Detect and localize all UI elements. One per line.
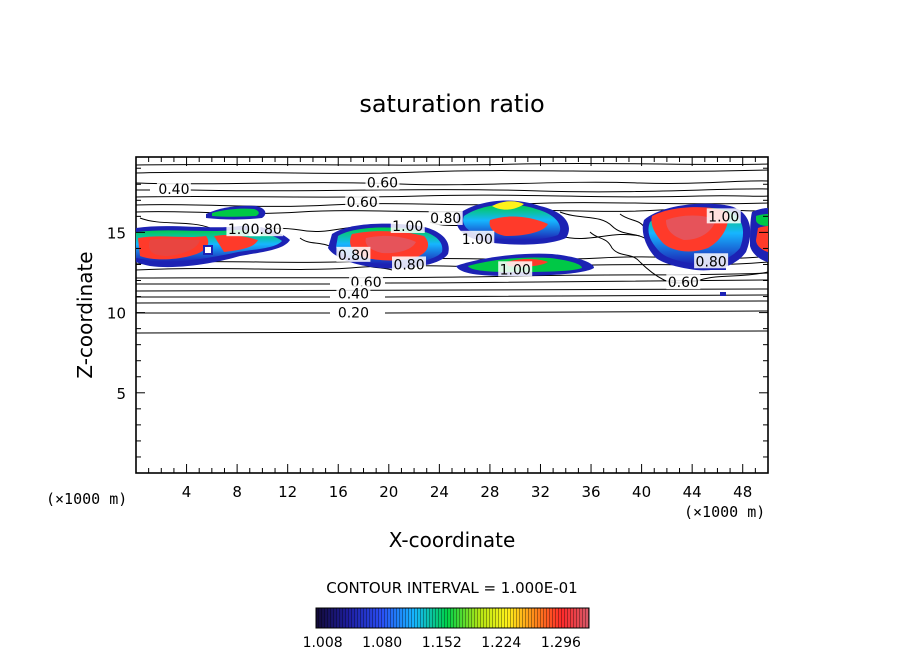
contour-label-bg bbox=[666, 274, 701, 290]
field-mid bbox=[212, 208, 259, 217]
x-tick-label: 28 bbox=[480, 483, 499, 501]
contour-label: 0.80 bbox=[393, 257, 424, 273]
field-peak bbox=[666, 215, 716, 240]
field-peak bbox=[365, 235, 416, 254]
contour-label: 0.80 bbox=[430, 211, 461, 227]
chart-title: saturation ratio bbox=[359, 90, 544, 118]
contour-interval-label: CONTOUR INTERVAL = 1.000E-01 bbox=[326, 579, 577, 597]
contour-label: 0.40 bbox=[338, 286, 369, 302]
y-tick-label: 15 bbox=[107, 224, 126, 242]
contour-label: 1.00 bbox=[392, 219, 423, 235]
y-tick-label: 5 bbox=[116, 385, 126, 403]
colorbar-labels: 1.008 1.080 1.152 1.224 1.296 bbox=[303, 635, 581, 651]
contour-label: 1.00 bbox=[500, 262, 531, 278]
field-core bbox=[489, 216, 548, 236]
contour-label-bg bbox=[336, 285, 371, 301]
y-axis-title: Z-coordinate bbox=[73, 251, 97, 378]
x-tick-label: 44 bbox=[683, 483, 702, 501]
contour-label-bg bbox=[336, 304, 371, 320]
contour-label-bg bbox=[498, 261, 533, 277]
contour-label-bg bbox=[345, 193, 380, 209]
field-patch bbox=[720, 292, 726, 296]
contour-label-bg bbox=[390, 217, 425, 233]
contour-label-bg bbox=[156, 181, 191, 197]
colorbar-stripes bbox=[316, 608, 589, 628]
contour-label: 1.00 bbox=[708, 209, 739, 225]
x-tick-label: 36 bbox=[581, 483, 600, 501]
x-tick-label: 12 bbox=[278, 483, 297, 501]
colorbar-label: 1.224 bbox=[481, 635, 521, 651]
z-unit-label: (×1000 m) bbox=[46, 490, 127, 508]
contour-label: 0.40 bbox=[158, 182, 189, 198]
x-tick-label: 32 bbox=[531, 483, 550, 501]
x-tick-label: 4 bbox=[182, 483, 192, 501]
contour-labels: 0.40 0.600.601.000.80 1.000.801.000.800.80… bbox=[156, 174, 741, 322]
contour-label: 0.80 bbox=[696, 254, 727, 270]
field-accent bbox=[492, 201, 524, 210]
contour-label-bg bbox=[249, 221, 284, 237]
contour-label-bg bbox=[694, 253, 729, 269]
contour-label-bg bbox=[428, 209, 463, 225]
field-hole bbox=[203, 245, 213, 255]
contour-label: 0.80 bbox=[251, 222, 282, 238]
x-tick-label: 48 bbox=[733, 483, 752, 501]
y-tick-label: 10 bbox=[107, 305, 126, 323]
x-tick-label: 8 bbox=[232, 483, 242, 501]
contour-label-bg bbox=[336, 246, 371, 262]
axis-ticks bbox=[136, 157, 768, 473]
x-tick-label: 16 bbox=[329, 483, 348, 501]
colorbar-label: 1.080 bbox=[362, 635, 402, 651]
x-unit-label: (×1000 m) bbox=[684, 503, 765, 521]
colorbar: 1.008 1.080 1.152 1.224 1.296 bbox=[303, 607, 590, 651]
contour-label: 0.60 bbox=[668, 275, 699, 291]
contour-label-bg bbox=[365, 174, 400, 190]
colorbar-label: 1.152 bbox=[422, 635, 462, 651]
x-tick-label: 24 bbox=[430, 483, 449, 501]
x-axis-title: X-coordinate bbox=[389, 528, 516, 552]
x-tick-label: 20 bbox=[379, 483, 398, 501]
colorbar-frame bbox=[315, 607, 590, 629]
x-tick-label: 40 bbox=[632, 483, 651, 501]
y-tick-labels: 5 10 15 bbox=[107, 224, 126, 402]
x-tick-labels: 4 8 12 16 20 24 28 32 36 40 44 48 bbox=[182, 483, 752, 501]
field-core bbox=[214, 234, 258, 252]
field-ring bbox=[148, 238, 200, 256]
colorbar-label: 1.008 bbox=[303, 635, 343, 651]
contour-label: 0.60 bbox=[347, 195, 378, 211]
contour-label-bg bbox=[392, 256, 427, 272]
contour-label: 0.60 bbox=[367, 176, 398, 192]
field-mid bbox=[756, 214, 768, 226]
contour-label: 0.80 bbox=[338, 248, 369, 264]
contour-label-bg bbox=[706, 208, 741, 224]
colorbar-label: 1.296 bbox=[541, 635, 581, 651]
contour-label: 0.20 bbox=[338, 306, 369, 322]
contour-label-bg bbox=[460, 230, 495, 246]
contour-label: 1.00 bbox=[462, 232, 493, 248]
